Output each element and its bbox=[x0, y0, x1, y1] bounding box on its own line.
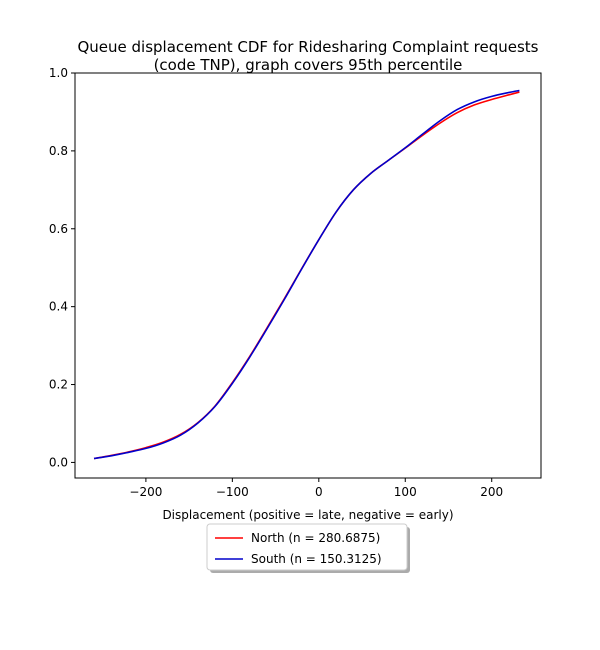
x-axis-ticks: −200 −100 0 100 200 bbox=[129, 478, 503, 499]
x-tick-label: 100 bbox=[394, 485, 417, 499]
y-tick-label: 0.6 bbox=[49, 222, 68, 236]
legend-box bbox=[206, 523, 408, 571]
y-tick-label: 0.8 bbox=[49, 144, 68, 158]
plot-frame bbox=[74, 72, 542, 479]
y-tick-label: 1.0 bbox=[49, 66, 68, 80]
series-line-north bbox=[93, 91, 520, 460]
chart-title-line-2: (code TNP), graph covers 95th percentile bbox=[154, 56, 463, 74]
legend-label: South (n = 150.3125) bbox=[251, 552, 382, 566]
series-line-south bbox=[93, 89, 520, 460]
chart-title-line-1: Queue displacement CDF for Ridesharing C… bbox=[77, 38, 538, 56]
x-axis-label: Displacement (positive = late, negative … bbox=[162, 508, 453, 522]
legend-label: North (n = 280.6875) bbox=[251, 531, 380, 545]
chart-title: Queue displacement CDF for Ridesharing C… bbox=[77, 38, 538, 74]
legend: North (n = 280.6875) South (n = 150.3125) bbox=[206, 523, 410, 573]
y-tick-label: 0.2 bbox=[49, 378, 68, 392]
x-tick-label: −200 bbox=[129, 485, 162, 499]
x-tick-label: −100 bbox=[216, 485, 249, 499]
y-axis-ticks: 0.0 0.2 0.4 0.6 0.8 1.0 bbox=[49, 66, 75, 469]
y-tick-label: 0.4 bbox=[49, 300, 68, 314]
x-tick-label: 0 bbox=[315, 485, 323, 499]
plot-area bbox=[74, 72, 542, 479]
x-tick-label: 200 bbox=[480, 485, 503, 499]
series-lines bbox=[93, 89, 520, 460]
y-tick-label: 0.0 bbox=[49, 455, 68, 469]
